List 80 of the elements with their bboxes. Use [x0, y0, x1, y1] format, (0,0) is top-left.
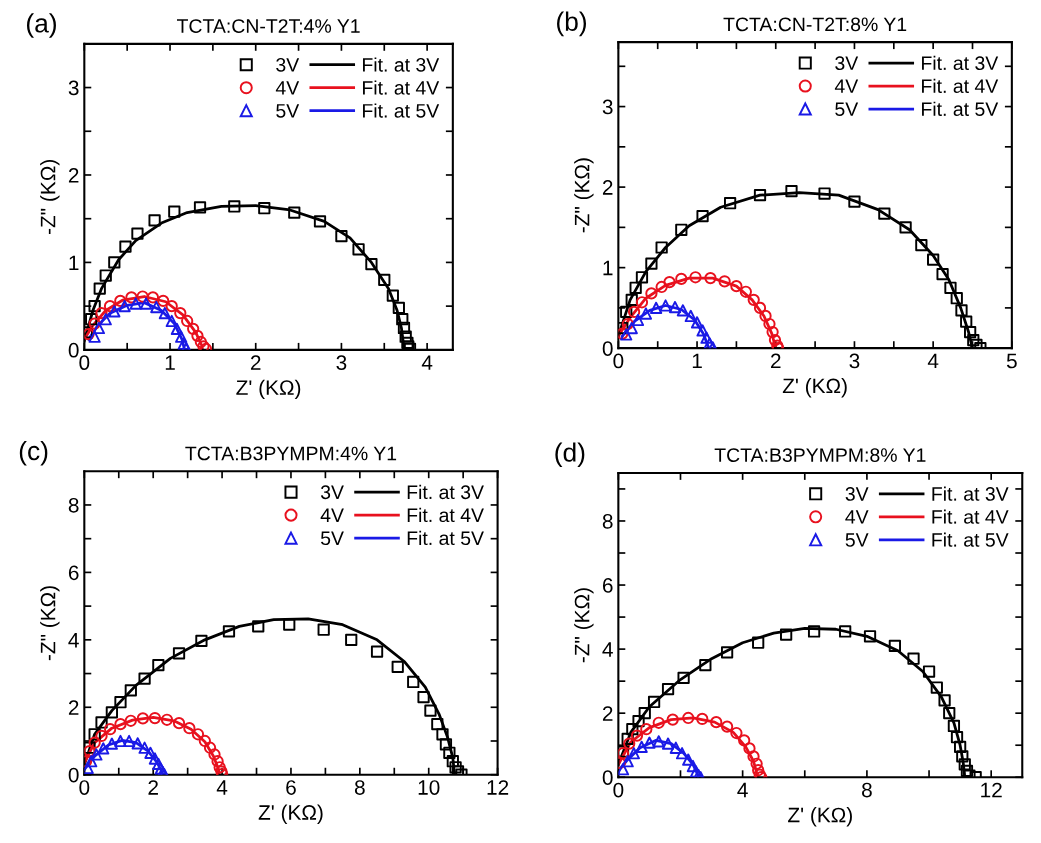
legend-label: Fit. at 3V: [363, 57, 440, 72]
y-tick-label: 1: [603, 260, 613, 276]
legend-label: 4V: [845, 510, 869, 524]
x-tick-label: 2: [250, 355, 261, 370]
legend-label: 3V: [320, 485, 344, 500]
legend-label: 4V: [275, 81, 300, 95]
x-axis-title: Z' (KΩ): [782, 378, 847, 398]
y-tick-label: 8: [68, 497, 79, 513]
y-tick-label: 6: [68, 565, 79, 581]
x-tick-label: 8: [354, 780, 365, 795]
chart-title: TCTA:B3PYMPM:4% Y1: [185, 446, 397, 461]
x-tick-label: 0: [79, 355, 90, 371]
y-tick-label: 2: [602, 180, 613, 195]
x-tick-label: 12: [487, 780, 509, 795]
text: (d): [555, 442, 585, 468]
legend-label: 3V: [845, 487, 869, 501]
y-tick-label: 4: [68, 633, 79, 648]
legend-label: 5V: [835, 102, 859, 117]
x-axis-title: Z' (KΩ): [788, 807, 852, 827]
y-tick-label: 2: [68, 167, 79, 183]
legend-label: 4V: [320, 508, 344, 522]
y-tick-label: 2: [602, 706, 613, 721]
legend-label: Fit. at 4V: [363, 80, 440, 95]
x-tick-label: 8: [862, 782, 872, 798]
x-tick-label: 3: [336, 355, 347, 371]
legend-label: 3V: [276, 57, 300, 72]
y-tick-label: 8: [602, 513, 613, 529]
y-tick-label: 3: [68, 80, 79, 96]
y-tick-label: 0: [602, 341, 613, 356]
x-tick-label: 4: [927, 353, 939, 369]
x-tick-label: 4: [737, 782, 748, 798]
y-tick-label: 3: [602, 99, 613, 115]
text: (c): [19, 440, 48, 466]
x-tick-label: 10: [418, 780, 440, 795]
y-tick-label: 4: [602, 642, 613, 657]
y-axis-title: -Z" (KΩ): [574, 588, 594, 663]
legend-label: Fit. at 3V: [922, 55, 999, 71]
legend-label: Fit. at 4V: [922, 78, 999, 94]
y-tick-label: 0: [68, 342, 79, 358]
chart-title: TCTA:CN-T2T:8% Y1: [723, 17, 907, 32]
x-axis-title: Z' (KΩ): [258, 804, 323, 824]
legend-label: Fit. at 4V: [932, 509, 1009, 524]
legend-label: Fit. at 5V: [922, 101, 999, 117]
chart-title: TCTA:CN-T2T:4% Y1: [176, 19, 360, 33]
x-tick-label: 0: [613, 782, 624, 798]
legend-label: Fit. at 4V: [407, 507, 484, 523]
legend-label: Fit. at 5V: [363, 103, 440, 118]
y-axis-title: -Z" (KΩ): [40, 160, 60, 235]
text: (a): [27, 13, 56, 38]
y-tick-label: 6: [602, 578, 613, 593]
y-tick-label: 0: [68, 767, 79, 783]
legend-label: 4V: [834, 79, 859, 93]
legend-label: Fit. at 3V: [932, 486, 1009, 501]
y-tick-label: 2: [68, 700, 79, 715]
y-axis-title: -Z" (KΩ): [40, 586, 60, 661]
x-tick-label: 12: [981, 782, 1002, 798]
legend-label: Fit. at 5V: [407, 530, 484, 546]
y-tick-label: 1: [69, 255, 79, 270]
y-tick-label: 0: [602, 770, 613, 785]
text: (b): [557, 11, 587, 37]
chart-title: TCTA:B3PYMPM:8% Y1: [714, 448, 926, 462]
x-tick-label: 2: [771, 353, 781, 369]
y-axis-title: -Z" (KΩ): [574, 158, 594, 233]
legend-label: 5V: [276, 104, 300, 118]
x-tick-label: 0: [613, 353, 624, 369]
x-tick-label: 1: [692, 353, 702, 369]
x-tick-label: 2: [148, 780, 158, 795]
legend-label: 5V: [320, 531, 344, 546]
x-tick-label: 0: [79, 780, 90, 795]
x-tick-label: 6: [286, 780, 296, 795]
legend-label: 5V: [845, 533, 869, 547]
x-tick-label: 4: [216, 780, 228, 795]
x-tick-label: 1: [165, 355, 175, 370]
x-axis-title: Z' (KΩ): [236, 379, 301, 400]
legend-label: Fit. at 5V: [932, 532, 1009, 547]
legend-label: 3V: [835, 56, 859, 71]
x-tick-label: 3: [849, 353, 860, 369]
legend-label: Fit. at 3V: [407, 484, 484, 500]
x-tick-label: 4: [421, 355, 433, 370]
x-tick-label: 5: [1006, 353, 1017, 369]
